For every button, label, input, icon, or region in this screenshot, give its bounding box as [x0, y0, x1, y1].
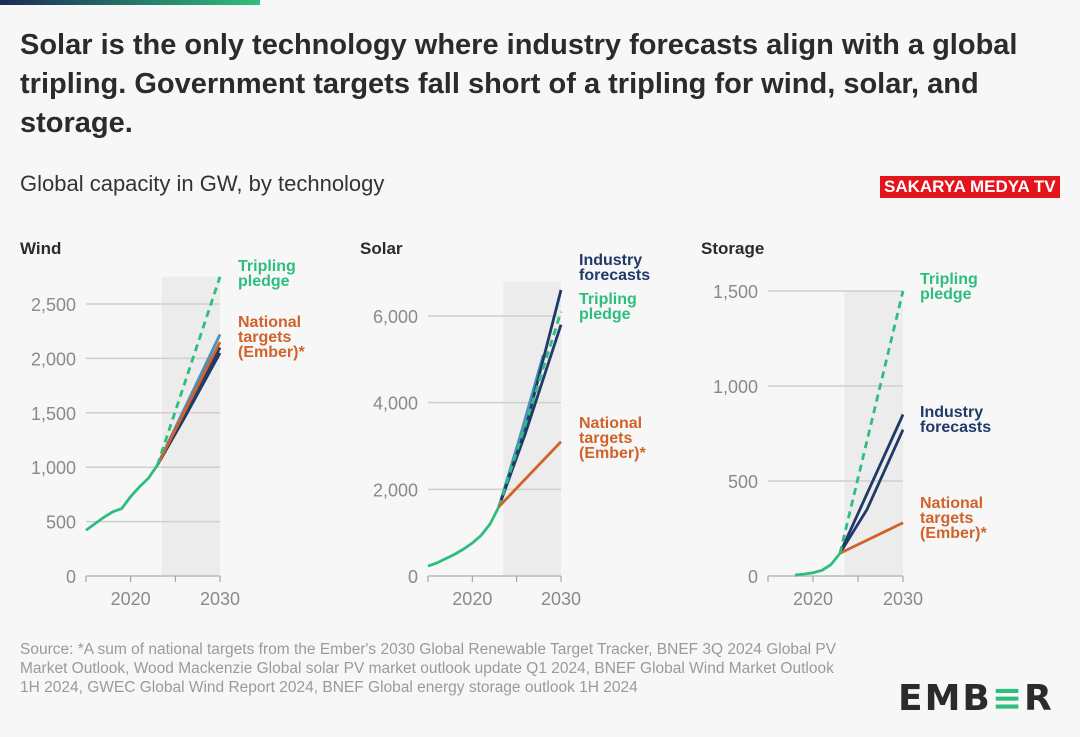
series-label-national: National targets (Ember)* [920, 495, 987, 542]
y-tick-label: 0 [748, 567, 758, 587]
y-tick-label: 2,000 [373, 480, 418, 500]
series-label-tripling: Tripling pledge [238, 258, 296, 290]
series-label-industry: Industry forecasts [579, 252, 650, 284]
series-line-national [156, 341, 222, 466]
y-tick-label: 1,000 [713, 377, 758, 397]
series-label-national: National targets (Ember)* [579, 415, 646, 462]
series-label-industry: Industry forecasts [920, 404, 991, 436]
chart-title: Solar is the only technology where indus… [20, 29, 1018, 139]
y-tick-label: 500 [728, 472, 758, 492]
y-tick-label: 2,500 [31, 295, 76, 315]
x-tick-label: 2030 [883, 589, 923, 609]
y-tick-label: 4,000 [373, 394, 418, 414]
series-line-historical [85, 464, 159, 532]
charts-area: Wind 0 500 1,000 1,500 2,000 2,500 2020 2030 Trip… [20, 239, 991, 609]
panel-title: Wind [20, 239, 61, 258]
panel-title: Solar [360, 239, 403, 258]
panel-title: Storage [701, 239, 764, 258]
ember-logo: EMB≡R [898, 678, 1054, 719]
series-line-tripling [156, 276, 222, 466]
series-line-historical [794, 552, 842, 577]
x-tick-label: 2030 [200, 589, 240, 609]
y-tick-label: 1,000 [31, 458, 76, 478]
series-line-national [497, 440, 563, 508]
chart-subtitle: Global capacity in GW, by technology [20, 171, 385, 196]
x-tick-label: 2020 [111, 589, 151, 609]
y-tick-label: 0 [408, 567, 418, 587]
series-line-tripling [497, 311, 563, 508]
series-line-industry [838, 413, 905, 554]
watermark-logo: SAKARYA MEDYA TV [880, 176, 1060, 198]
series-line-national [839, 521, 904, 555]
y-tick-label: 2,000 [31, 349, 76, 369]
series-label-tripling: Tripling pledge [579, 291, 637, 323]
top-accent-bar [0, 0, 260, 5]
y-tick-label: 0 [66, 567, 76, 587]
series-line-historical [427, 506, 501, 568]
source-note: Source: *A sum of national targets from … [20, 641, 836, 696]
y-tick-label: 500 [46, 513, 76, 533]
series-line-tripling [838, 290, 905, 554]
x-tick-label: 2020 [452, 589, 492, 609]
series-label-national: National targets (Ember)* [238, 314, 305, 361]
series-line-industry [838, 429, 905, 554]
x-tick-label: 2020 [793, 589, 833, 609]
y-tick-label: 1,500 [713, 282, 758, 302]
y-tick-label: 6,000 [373, 307, 418, 327]
y-tick-label: 1,500 [31, 404, 76, 424]
x-tick-label: 2030 [541, 589, 581, 609]
series-label-tripling: Tripling pledge [920, 271, 978, 303]
